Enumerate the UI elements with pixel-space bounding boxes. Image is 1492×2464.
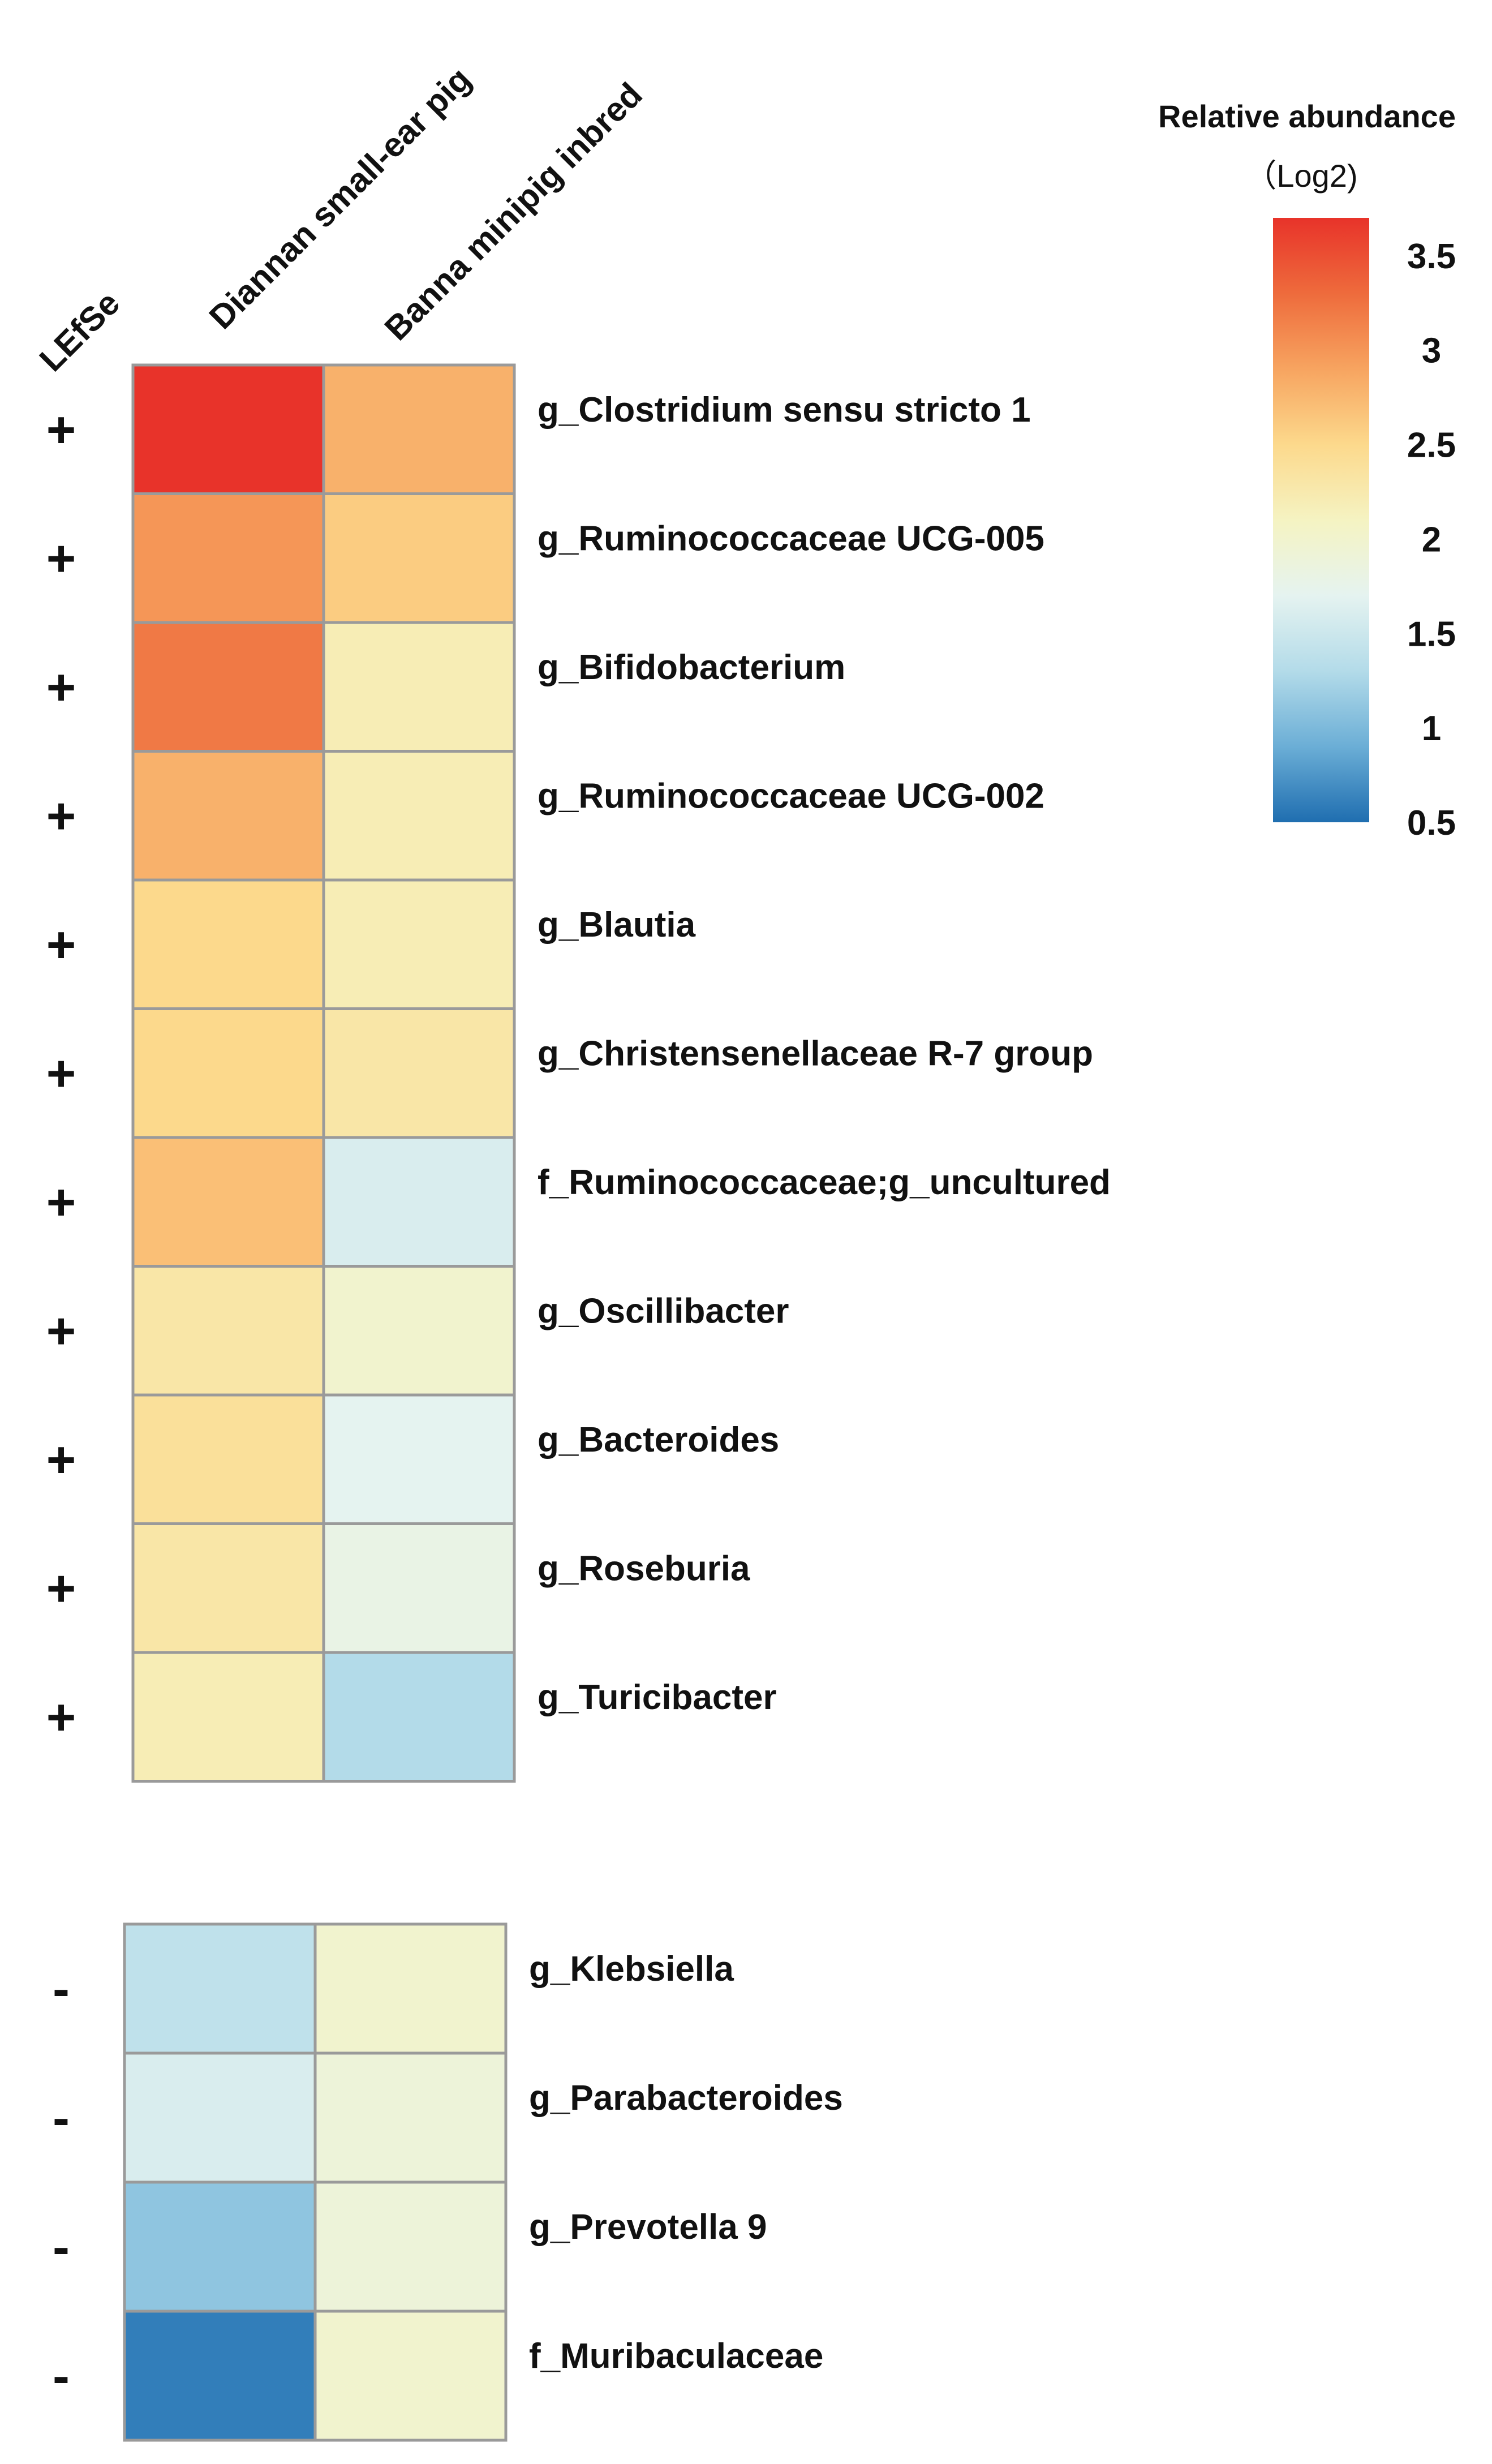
row-label: g_Oscillibacter	[538, 1292, 789, 1331]
row-labels: g_Clostridium sensu stricto 1 g_Ruminococ…	[529, 390, 1111, 2376]
lefse-header: LEfSe	[32, 284, 127, 379]
lefse-sign: +	[46, 402, 76, 458]
heatmap-cell	[131, 621, 325, 753]
heatmap-cell	[322, 1136, 516, 1268]
row-label: f_Ruminococcaceae;g_uncultured	[538, 1163, 1111, 1202]
row-label: f_Muribaculaceae	[529, 2337, 823, 2376]
row-label: g_Ruminococcaceae UCG-002	[538, 777, 1044, 816]
row-label: g_Blautia	[538, 905, 696, 945]
heatmap-cell	[123, 1922, 317, 2055]
row-label: g_Bacteroides	[538, 1420, 779, 1459]
heatmap-cell	[322, 621, 516, 753]
row-label: g_Roseburia	[538, 1549, 750, 1589]
lefse-sign: +	[46, 788, 76, 845]
row-label: g_Klebsiella	[529, 1950, 734, 1989]
colorbar	[1273, 218, 1369, 822]
lefse-signs: + + + + + + + + + + + - - - -	[46, 402, 76, 2405]
colorbar-tick-label: 3	[1422, 332, 1441, 371]
row-label: g_Bifidobacterium	[538, 648, 845, 687]
lefse-sign: +	[46, 917, 76, 973]
heatmap-cell	[322, 492, 516, 624]
lefse-sign: -	[53, 2219, 70, 2276]
row-label: g_Christensenellaceae R-7 group	[538, 1034, 1093, 1074]
lefse-sign: -	[53, 2348, 70, 2405]
heatmap-cell	[313, 2310, 508, 2442]
heatmap-cell	[131, 492, 325, 624]
colorbar-tick-label: 2.5	[1407, 426, 1456, 465]
row-label: g_Clostridium sensu stricto 1	[538, 390, 1031, 430]
heatmap-cell	[322, 363, 516, 495]
colorbar-title: Relative abundance	[1158, 98, 1456, 134]
heatmap-cell	[313, 2180, 508, 2313]
heatmap-cell	[313, 1922, 508, 2055]
lefse-sign: +	[46, 1303, 76, 1360]
row-label: g_Turicibacter	[538, 1678, 777, 1717]
heatmap-cell	[131, 1393, 325, 1525]
heatmap-cell	[131, 1007, 325, 1139]
heatmap-cell	[123, 2051, 317, 2184]
heatmap-cell	[322, 750, 516, 882]
heatmap-cell	[131, 1522, 325, 1654]
colorbar-tick-label: 3.5	[1407, 237, 1456, 276]
heatmap-cell	[131, 1651, 325, 1783]
heatmap-cell	[131, 878, 325, 1010]
row-label: g_Prevotella 9	[529, 2208, 767, 2247]
colorbar-ticks: 3.5 3 2.5 2 1.5 1 0.5	[1407, 237, 1456, 843]
lefse-sign: +	[46, 1174, 76, 1231]
colorbar-tick-label: 1.5	[1407, 615, 1456, 654]
colorbar-subtitle: （Log2)	[1245, 158, 1357, 194]
heatmap-cell	[313, 2051, 508, 2184]
heatmap-cell	[322, 1651, 516, 1783]
heatmap-cell	[322, 878, 516, 1010]
heatmap-cell	[123, 2310, 317, 2442]
heatmap-cell	[322, 1522, 516, 1654]
lefse-sign: +	[46, 659, 76, 716]
heatmap-cell	[131, 1265, 325, 1397]
colorbar-tick-label: 2	[1422, 520, 1441, 559]
lefse-sign: +	[46, 531, 76, 587]
heatmap-cell	[322, 1265, 516, 1397]
lefse-sign: -	[53, 2090, 70, 2147]
lefse-sign: +	[46, 1689, 76, 1746]
lefse-sign: +	[46, 1046, 76, 1102]
colorbar-tick-label: 0.5	[1407, 804, 1456, 843]
lefse-sign: -	[53, 1961, 70, 2017]
heatmap-cells	[123, 363, 516, 2442]
heatmap-cell	[131, 1136, 325, 1268]
row-label: g_Parabacteroides	[529, 2079, 843, 2118]
heatmap-cell	[322, 1007, 516, 1139]
heatmap-cell	[322, 1393, 516, 1525]
colorbar-tick-label: 1	[1422, 709, 1441, 748]
lefse-sign: +	[46, 1561, 76, 1617]
heatmap-cell	[123, 2180, 317, 2313]
row-label: g_Ruminococcaceae UCG-005	[538, 520, 1044, 559]
lefse-sign: +	[46, 1432, 76, 1488]
heatmap-cell	[131, 750, 325, 882]
heatmap-cell	[131, 363, 325, 495]
